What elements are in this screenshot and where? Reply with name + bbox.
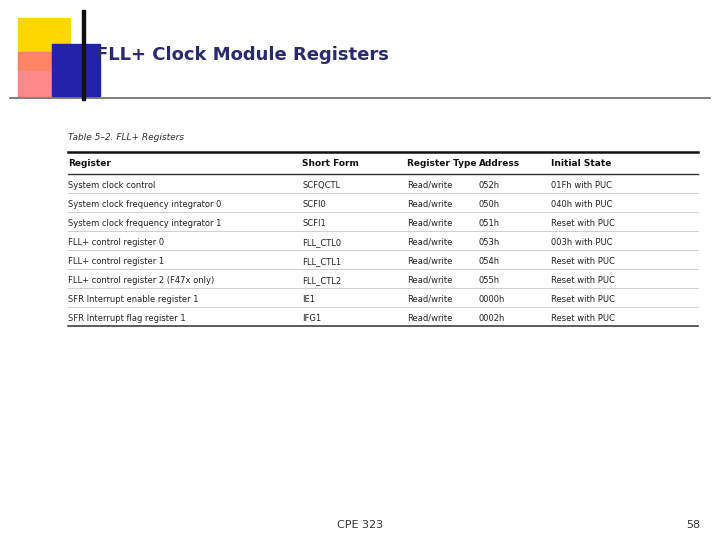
Text: Read/write: Read/write [407,238,452,247]
Text: System clock frequency integrator 1: System clock frequency integrator 1 [68,219,222,228]
Text: 051h: 051h [479,219,500,228]
Bar [52,44,100,96]
Text: 050h: 050h [479,200,500,209]
Text: 01Fh with PUC: 01Fh with PUC [551,181,612,190]
Text: Reset with PUC: Reset with PUC [551,314,615,323]
Text: SFR Interrupt flag register 1: SFR Interrupt flag register 1 [68,314,186,323]
Text: SCFI0: SCFI0 [302,200,326,209]
Text: Reset with PUC: Reset with PUC [551,257,615,266]
Text: Read/write: Read/write [407,200,452,209]
Text: Register: Register [68,159,112,167]
Text: SFR Interrupt enable register 1: SFR Interrupt enable register 1 [68,295,199,304]
Text: FLL_CTL1: FLL_CTL1 [302,257,341,266]
Text: 003h with PUC: 003h with PUC [551,238,612,247]
Text: 0002h: 0002h [479,314,505,323]
Bar [18,52,70,96]
Text: FLL+ Clock Module Registers: FLL+ Clock Module Registers [96,46,389,64]
Text: CPE 323: CPE 323 [337,520,383,530]
Text: SCFI1: SCFI1 [302,219,326,228]
Text: FLL+ control register 1: FLL+ control register 1 [68,257,165,266]
Text: 0000h: 0000h [479,295,505,304]
Text: FLL+ control register 2 (F47x only): FLL+ control register 2 (F47x only) [68,276,215,285]
Bar [82,10,85,100]
Text: FLL_CTL0: FLL_CTL0 [302,238,341,247]
Text: 052h: 052h [479,181,500,190]
Text: Short Form: Short Form [302,159,359,167]
Text: Table 5–2. FLL+ Registers: Table 5–2. FLL+ Registers [68,133,184,143]
Text: Read/write: Read/write [407,276,452,285]
Text: 055h: 055h [479,276,500,285]
Text: 040h with PUC: 040h with PUC [551,200,612,209]
Text: Read/write: Read/write [407,181,452,190]
Text: Initial State: Initial State [551,159,611,167]
Text: Read/write: Read/write [407,295,452,304]
Text: Register Type: Register Type [407,159,477,167]
Text: Read/write: Read/write [407,257,452,266]
Text: Reset with PUC: Reset with PUC [551,276,615,285]
Text: SCFQCTL: SCFQCTL [302,181,341,190]
Text: FLL_CTL2: FLL_CTL2 [302,276,341,285]
Text: 054h: 054h [479,257,500,266]
Text: System clock control: System clock control [68,181,156,190]
Text: IE1: IE1 [302,295,315,304]
Text: Read/write: Read/write [407,314,452,323]
Text: Read/write: Read/write [407,219,452,228]
Text: 58: 58 [686,520,700,530]
Text: System clock frequency integrator 0: System clock frequency integrator 0 [68,200,222,209]
Text: Reset with PUC: Reset with PUC [551,219,615,228]
Text: FLL+ control register 0: FLL+ control register 0 [68,238,165,247]
Text: 053h: 053h [479,238,500,247]
Bar [18,18,70,70]
Text: IFG1: IFG1 [302,314,322,323]
Text: Address: Address [479,159,520,167]
Text: Reset with PUC: Reset with PUC [551,295,615,304]
